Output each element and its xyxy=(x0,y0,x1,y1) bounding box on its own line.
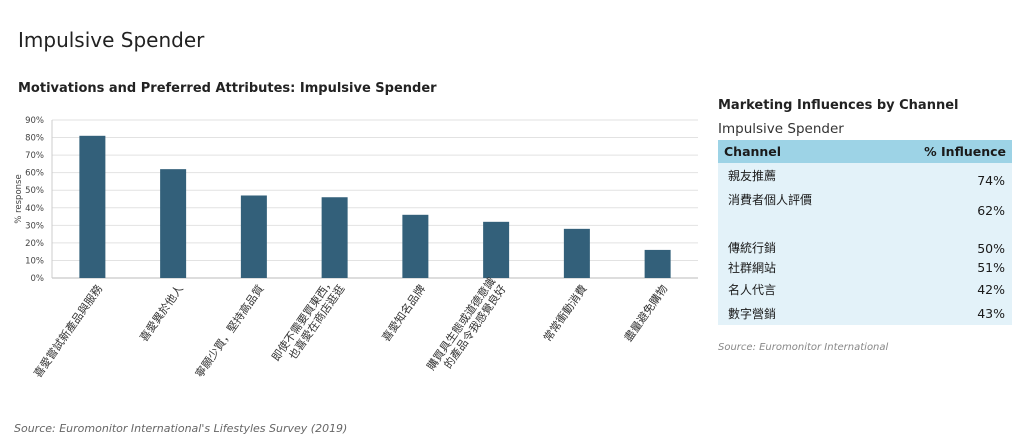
x-tick-label-line: 喜愛知名品牌 xyxy=(379,282,428,344)
y-tick-label: 40% xyxy=(25,204,44,214)
y-tick-label: 10% xyxy=(25,256,44,266)
x-tick-label: 寧願少買，堅持高品質 xyxy=(192,282,267,380)
channel-cell: 名人代言 xyxy=(718,278,870,301)
bar xyxy=(240,195,267,278)
bar xyxy=(483,221,510,278)
influence-cell: 50% xyxy=(869,232,1012,256)
bar xyxy=(160,169,187,278)
influence-cell: 74% xyxy=(869,163,1012,188)
bar xyxy=(79,135,106,278)
influence-source-note: Source: Euromonitor International xyxy=(718,342,889,353)
source-note: Source: Euromonitor International's Life… xyxy=(14,422,348,435)
y-tick-label: 90% xyxy=(25,116,44,126)
bar xyxy=(321,197,348,278)
x-tick-label-line: 盡量避免購物 xyxy=(621,282,670,344)
column-header-influence: % Influence xyxy=(869,140,1012,163)
bar xyxy=(563,228,590,278)
x-tick-label: 喜愛異於他人 xyxy=(137,282,186,344)
table-row: 消費者個人評價 62% xyxy=(718,188,1012,232)
y-tick-label: 80% xyxy=(25,134,44,144)
influence-cell: 51% xyxy=(869,256,1012,278)
x-tick-label-line: 喜愛異於他人 xyxy=(137,282,186,344)
influence-panel-subtitle: Impulsive Spender xyxy=(718,121,844,137)
table-row: 親友推薦 74% xyxy=(718,163,1012,188)
table-row: 傳統行銷 50% xyxy=(718,232,1012,256)
x-tick-label: 即使不需要買東西，也喜愛在商店逛逛 xyxy=(269,275,347,364)
x-tick-label-line: 常常衝動消費 xyxy=(540,282,589,344)
x-tick-label-line: 寧願少買，堅持高品質 xyxy=(192,282,267,380)
table-row: 數字營銷 43% xyxy=(718,301,1012,325)
page-title: Impulsive Spender xyxy=(18,28,205,52)
x-tick-label: 常常衝動消費 xyxy=(540,282,589,344)
bar xyxy=(644,249,671,278)
channel-cell: 社群網站 xyxy=(718,256,870,278)
y-tick-label: 70% xyxy=(25,151,44,161)
table-row: 社群網站 51% xyxy=(718,256,1012,278)
channel-cell: 消費者個人評價 xyxy=(718,188,870,232)
channel-cell: 數字營銷 xyxy=(718,301,870,325)
y-axis-label: % response xyxy=(14,174,24,223)
x-tick-label: 喜愛知名品牌 xyxy=(379,282,428,344)
x-tick-label-line: 喜愛嘗試新產品與服務 xyxy=(31,282,106,380)
y-tick-label: 60% xyxy=(25,169,44,179)
y-tick-label: 30% xyxy=(25,221,44,231)
table-row: 名人代言 42% xyxy=(718,278,1012,301)
x-tick-label: 盡量避免購物 xyxy=(621,282,670,344)
influence-table-header: Channel % Influence xyxy=(718,140,1012,163)
influence-cell: 62% xyxy=(869,188,1012,232)
y-tick-label: 20% xyxy=(25,239,44,249)
x-tick-label: 喜愛嘗試新產品與服務 xyxy=(31,282,106,380)
y-tick-label: 50% xyxy=(25,186,44,196)
influence-cell: 42% xyxy=(869,278,1012,301)
influence-table: Channel % Influence 親友推薦 74% 消費者個人評價 62%… xyxy=(718,140,1012,325)
motivations-bar-chart: 0% 10% 20% 30% 40% 50% 60% 70% 80% 90% % response 喜… xyxy=(14,116,698,380)
influence-panel-title: Marketing Influences by Channel xyxy=(718,98,959,113)
channel-cell: 親友推薦 xyxy=(718,163,870,188)
chart-title: Motivations and Preferred Attributes: Im… xyxy=(18,81,437,96)
column-header-channel: Channel xyxy=(718,140,870,163)
channel-cell: 傳統行銷 xyxy=(718,232,870,256)
influence-cell: 43% xyxy=(869,301,1012,325)
bar xyxy=(402,214,429,278)
y-tick-label: 0% xyxy=(31,274,45,284)
